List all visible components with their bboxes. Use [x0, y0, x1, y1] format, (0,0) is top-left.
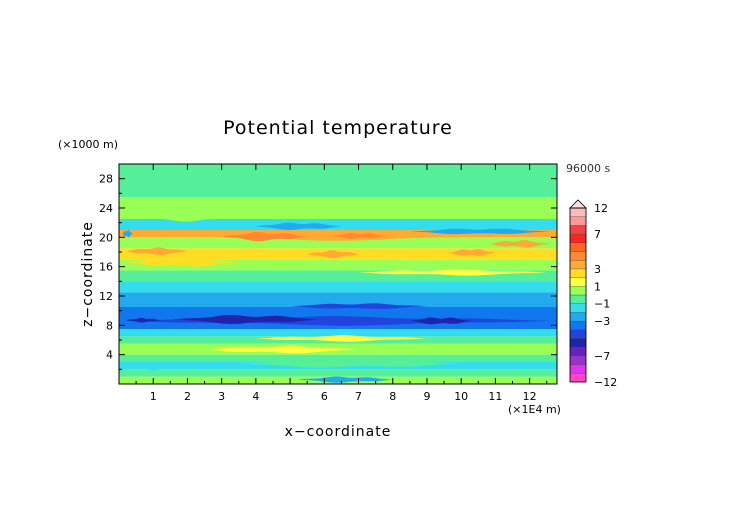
colorbar-segment [569, 294, 587, 304]
x-tick-label: 8 [389, 390, 396, 403]
colorbar-arrow [569, 199, 587, 209]
contour-feature-4 [488, 240, 551, 248]
x-tick-label: 1 [150, 390, 157, 403]
colorbar-label: −1 [594, 298, 610, 311]
colorbar: 12 7 3 1 −1 −3 −7 −12 [569, 199, 617, 389]
colorbar-segment [569, 277, 587, 287]
contour-feature-1 [221, 232, 308, 242]
colorbar-segment [569, 216, 587, 226]
y-tick-label: 4 [106, 349, 113, 362]
x-tick-label: 9 [423, 390, 430, 403]
x-tick-label: 4 [252, 390, 259, 403]
contour-band-10 [119, 270, 557, 282]
colorbar-label: −12 [594, 376, 617, 389]
time-label: 96000 s [566, 162, 610, 175]
colorbar-label: 7 [594, 228, 601, 241]
contour-band-3 [119, 354, 557, 362]
contour-band-1 [119, 369, 557, 377]
y-axis-label: z−coordinate [80, 221, 96, 327]
colorbar-segment [569, 260, 587, 270]
contour-feature-18 [255, 335, 427, 342]
contour-feature-15 [409, 317, 472, 325]
contour-feature-19 [146, 364, 161, 372]
colorbar-segment [569, 347, 587, 357]
y-tick-label: 12 [99, 290, 113, 303]
x-tick-label: 2 [184, 390, 191, 403]
colorbar-segment [569, 312, 587, 322]
contour-feature-22 [420, 164, 551, 192]
colorbar-segment [569, 207, 587, 217]
colorbar-label: 3 [594, 263, 601, 276]
contour-feature-20 [296, 376, 393, 383]
colorbar-segment [569, 268, 587, 278]
contour-feature-5 [125, 247, 188, 256]
contour-feature-7 [129, 210, 256, 222]
colorbar-segment [569, 233, 587, 243]
contour-feature-2 [331, 233, 386, 239]
contour-feature-17 [204, 345, 359, 354]
contour-band-11 [119, 259, 557, 271]
y-tick-label: 20 [99, 231, 113, 244]
contour-feature-3 [447, 249, 496, 256]
chart-title: Potential temperature [223, 117, 453, 139]
x-tick-label: 7 [355, 390, 362, 403]
colorbar-segment [569, 251, 587, 261]
contour-feature-10 [125, 257, 239, 267]
y-axis: 4 8 12 16 20 24 28 [99, 173, 557, 370]
contour-features [122, 164, 551, 383]
colorbar-segment [569, 355, 587, 365]
colorbar-label: −7 [594, 350, 610, 363]
contour-feature-12 [125, 316, 551, 326]
contour-band-9 [119, 281, 557, 293]
x-tick-label: 11 [488, 390, 502, 403]
contour-feature-16 [290, 303, 427, 309]
colorbar-label: −3 [594, 315, 610, 328]
y-tick-label: 28 [99, 173, 113, 186]
contour-feature-11 [358, 269, 547, 276]
x-axis-label: x−coordinate [285, 424, 392, 440]
colorbar-segment [569, 338, 587, 348]
x-axis: 1 2 3 4 5 6 7 8 9 10 11 12 [135, 164, 548, 403]
x-unit-label: (×1E4 m) [508, 403, 561, 416]
colorbar-segment [569, 286, 587, 296]
contour-feature-21 [238, 359, 462, 368]
y-tick-label: 24 [99, 202, 113, 215]
contour-band-6 [119, 329, 557, 337]
y-unit-label: (×1000 m) [58, 138, 118, 151]
colorbar-label: 1 [594, 280, 601, 293]
colorbar-label: 12 [594, 202, 608, 215]
x-tick-label: 5 [287, 390, 294, 403]
x-tick-label: 10 [454, 390, 468, 403]
contour-bands [119, 164, 557, 384]
x-tick-label: 6 [321, 390, 328, 403]
contour-feature-6 [307, 250, 359, 259]
contour-feature-13 [125, 317, 161, 323]
x-tick-label: 3 [218, 390, 225, 403]
colorbar-segment [569, 329, 587, 339]
contour-feature-9 [409, 228, 551, 235]
plot-frame [118, 163, 558, 385]
colorbar-frame [569, 207, 587, 383]
y-tick-label: 16 [99, 261, 113, 274]
colorbar-segment [569, 364, 587, 374]
contour-feature-8 [255, 222, 342, 230]
colorbar-segment [569, 303, 587, 313]
colorbar-segment [569, 320, 587, 330]
colorbar-segment [569, 373, 587, 383]
contour-band-8 [119, 292, 557, 307]
x-tick-label: 12 [523, 390, 537, 403]
colorbar-segment [569, 225, 587, 235]
contour-feature-14 [173, 315, 318, 324]
colorbar-segment [569, 242, 587, 252]
contour-feature-23 [122, 229, 133, 238]
y-tick-label: 8 [106, 319, 113, 332]
contour-band-13 [119, 237, 557, 249]
contour-band-15 [119, 219, 557, 230]
